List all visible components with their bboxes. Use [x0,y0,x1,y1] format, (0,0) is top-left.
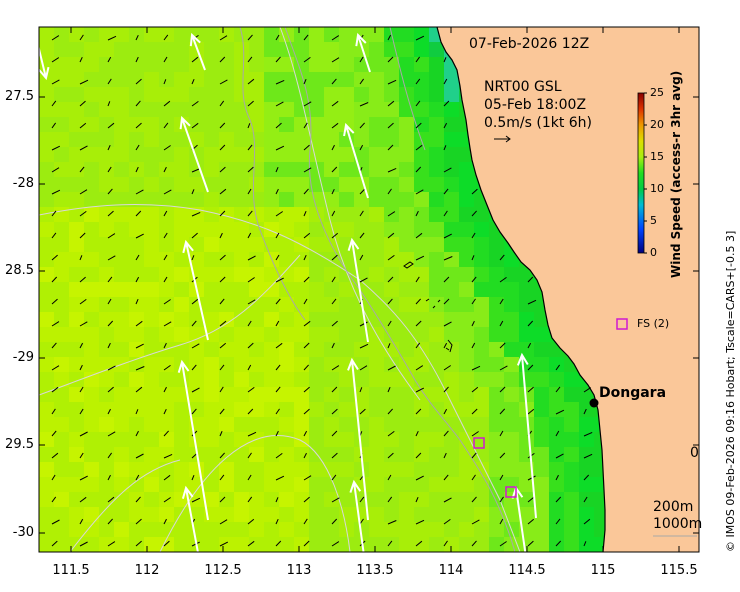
axis-tick-marks [39,27,699,552]
current-vectors [39,32,537,552]
depth-200-label: 200m [653,499,694,515]
town-label: Dongara [599,385,667,401]
source-time-label: 05-Feb 18:00Z [484,97,587,113]
lat-tick-label: -30 [12,525,34,540]
land-mass [437,27,699,552]
lon-tick-label: 113 [286,563,312,578]
coastline [436,27,606,552]
bathymetry-contours [39,27,521,552]
lat-tick-label: 29.5 [5,437,34,452]
reference-vector-label: 0.5m/s (1kt 6h) [484,115,593,131]
colorbar-ticks [644,92,647,254]
plot-frame [38,26,700,553]
colorbar-title: Wind Speed (access-r 3hr avg) [669,70,683,278]
colorbar-tick-label: 20 [650,118,664,131]
lon-tick-label: 115 [590,563,616,578]
colorbar [637,92,645,254]
lon-tick-label: 111.5 [52,563,90,578]
lon-tick-label: 113.5 [356,563,394,578]
small-wind-arrows [51,34,593,547]
lat-tick-label: 28.5 [5,263,34,278]
colorbar-tick-label: 15 [650,150,664,163]
footer-credit: © IMOS 09-Feb-2026 09:16 Hobart; Tscale=… [724,230,737,552]
lat-tick-label: -28 [12,176,34,191]
lon-tick-label: 114.5 [508,563,546,578]
wind-speed-field [39,27,625,552]
colorbar-tick-label: 5 [650,214,657,227]
depth-1000-label: 1000m [653,516,703,532]
islands [403,261,453,353]
lon-tick-label: 112.5 [204,563,242,578]
depth-contours [239,27,516,552]
lat-tick-label: -29 [12,350,34,365]
partial-time-label: 00Z [690,445,699,461]
station-marker-2[interactable] [505,486,517,498]
colorbar-tick-label: 10 [650,182,664,195]
lon-tick-label: 114 [438,563,464,578]
lon-tick-label: 112 [134,563,160,578]
timestamp-label: 07-Feb-2026 12Z [469,36,590,52]
reference-arrow [494,135,511,143]
source-label: NRT00 GSL [484,79,562,95]
station-marker-fs[interactable] [616,318,628,330]
colorbar-tick-label: 0 [650,246,657,259]
station-marker-1[interactable] [473,437,485,449]
colorbar-tick-label: 25 [650,86,664,99]
lon-tick-label: 115.5 [660,563,698,578]
lat-tick-label: 27.5 [5,89,34,104]
town-marker-dongara[interactable] [589,398,599,408]
station-label: FS (2) [637,317,670,330]
station-markers [473,318,628,498]
